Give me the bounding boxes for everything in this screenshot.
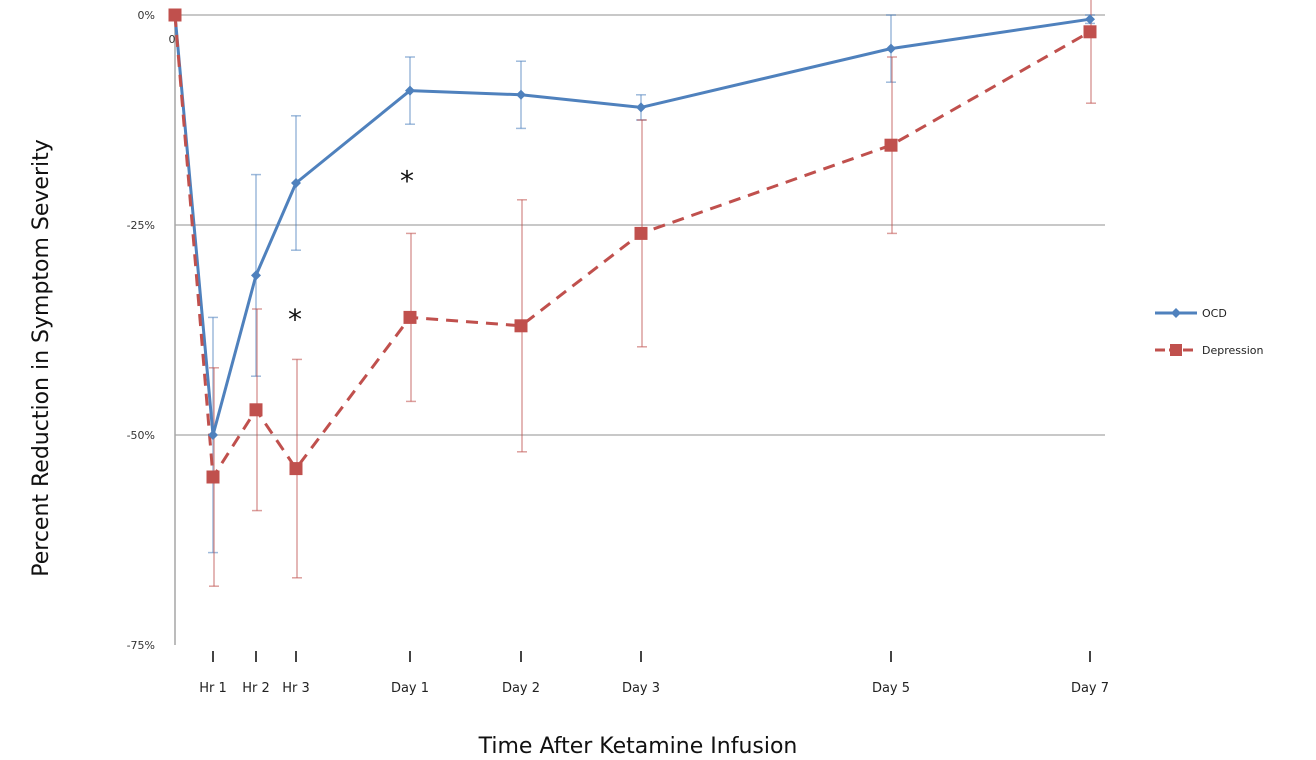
significance-annotation: * — [288, 303, 302, 336]
x-tick-label: Hr 1 — [199, 681, 227, 696]
data-point — [886, 43, 896, 54]
legend: OCD Depression — [1155, 307, 1264, 357]
legend-label: OCD — [1202, 307, 1227, 320]
data-point — [1083, 25, 1097, 39]
x-tick-label: Hr 3 — [282, 681, 310, 696]
gridlines — [175, 14, 1105, 436]
x-tick-label: Day 3 — [622, 681, 660, 696]
legend-marker — [1170, 344, 1182, 356]
axes: 0% -25% -50% -75% 0 Hr 1 Hr 2 Hr 3 Day 1 Day 2 Day… — [127, 9, 1109, 696]
y-axis-title: Percent Reduction in Symptom Severity — [29, 139, 54, 577]
data-point — [206, 470, 220, 484]
data-point — [636, 102, 646, 113]
series-line-depression — [173, 14, 1091, 479]
x-tick-label: Day 7 — [1071, 681, 1109, 696]
data-point — [884, 138, 898, 152]
y-tick-label: 0% — [138, 9, 155, 22]
annotations: ** — [288, 164, 414, 336]
x-tick-label: Day 5 — [872, 681, 910, 696]
x-axis-title: Time After Ketamine Infusion — [478, 734, 798, 759]
data-point — [249, 403, 263, 417]
data-point — [208, 430, 218, 440]
y-tick-label: -50% — [127, 429, 155, 442]
x-tick-label: Hr 2 — [242, 681, 270, 696]
data-point — [1085, 14, 1095, 25]
data-point — [289, 462, 303, 476]
data-point — [634, 226, 648, 240]
baseline-label: 0 — [169, 33, 176, 46]
data-point — [405, 85, 415, 96]
x-tick-label: Day 2 — [502, 681, 540, 696]
y-tick-label: -25% — [127, 219, 155, 232]
x-tick-label: Day 1 — [391, 681, 429, 696]
legend-marker — [1171, 308, 1181, 318]
series-markers — [168, 8, 1097, 484]
data-point — [514, 319, 528, 333]
significance-annotation: * — [400, 164, 414, 197]
error-bars — [208, 0, 1096, 587]
series-lines — [173, 14, 1091, 479]
data-point — [403, 310, 417, 324]
y-tick-label: -75% — [127, 639, 155, 652]
data-point — [516, 89, 526, 100]
legend-label: Depression — [1202, 344, 1264, 357]
data-point — [251, 270, 261, 281]
data-point — [291, 178, 301, 188]
data-point — [168, 8, 182, 22]
